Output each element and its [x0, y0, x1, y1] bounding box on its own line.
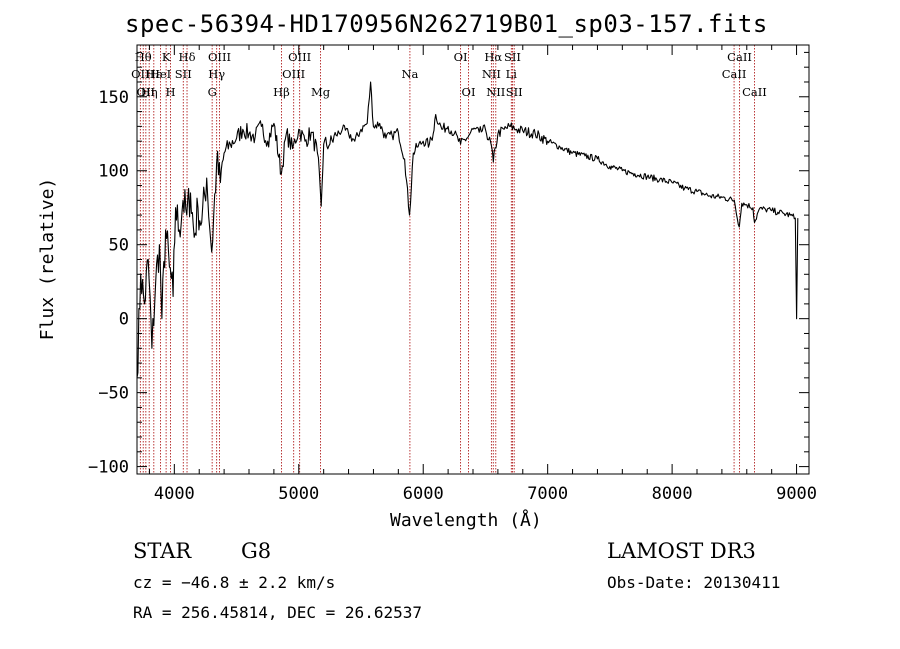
- spectral-line-labels: OIIHθOIIHηHεHeIKHSIIHδGHγOIIIHβOIIIOIIIM…: [131, 50, 767, 99]
- line-label-oii: OII: [137, 85, 156, 99]
- line-label-k: K: [162, 50, 171, 64]
- spectral-line-markers: [139, 45, 755, 474]
- x-tick-label: 6000: [403, 484, 444, 504]
- line-label-oii: OII: [131, 67, 150, 81]
- line-label-nii: NII: [486, 85, 505, 99]
- line-label-hη: Hη: [141, 85, 158, 99]
- line-label-mg: Mg: [311, 85, 331, 99]
- subclass: G8: [241, 539, 272, 563]
- chart-title: spec-56394-HD170956N262719B01_sp03-157.f…: [125, 10, 768, 38]
- line-label-na: Na: [401, 67, 418, 81]
- line-label-hγ: Hγ: [208, 67, 225, 81]
- line-label-caii: CaII: [727, 50, 752, 64]
- line-label-oiii: OIII: [282, 67, 305, 81]
- y-tick-label: 50: [109, 236, 129, 256]
- redshift-velocity: cz = −46.8 ± 2.2 km/s: [133, 573, 336, 592]
- x-axis-ticks: 4000 5000 6000 7000 8000 9000: [148, 45, 817, 504]
- line-label-hδ: Hδ: [179, 50, 196, 64]
- survey-name: LAMOST DR3: [607, 539, 756, 563]
- line-label-hei: HeI: [150, 67, 171, 81]
- line-label-hε: Hε: [146, 67, 162, 81]
- line-label-caii: CaII: [722, 67, 747, 81]
- line-label-h: H: [165, 85, 175, 99]
- line-label-sii: SII: [175, 67, 192, 81]
- coordinates: RA = 256.45814, DEC = 26.62537: [133, 603, 422, 622]
- line-label-caii: CaII: [742, 85, 767, 99]
- line-label-hθ: Hθ: [135, 50, 152, 64]
- y-tick-label: −100: [88, 458, 129, 478]
- line-label-oiii: OIII: [288, 50, 311, 64]
- y-tick-label: 150: [98, 88, 129, 108]
- x-tick-label: 9000: [776, 484, 817, 504]
- line-label-oi: OI: [462, 85, 476, 99]
- x-tick-label: 5000: [278, 484, 319, 504]
- y-tick-label: 100: [98, 162, 129, 182]
- x-tick-label: 8000: [652, 484, 693, 504]
- line-label-oiii: OIII: [208, 50, 231, 64]
- y-tick-label: 0: [119, 310, 129, 330]
- spectrum-series-line: [136, 81, 799, 378]
- line-label-nii: NII: [482, 67, 501, 81]
- line-label-sii: SII: [506, 85, 523, 99]
- x-tick-label: 7000: [527, 484, 568, 504]
- line-label-oi: OI: [454, 50, 468, 64]
- object-class: STAR: [133, 539, 192, 563]
- line-label-sii: SII: [504, 50, 521, 64]
- x-tick-label: 4000: [154, 484, 195, 504]
- observation-date: Obs-Date: 20130411: [607, 573, 781, 592]
- line-label-hβ: Hβ: [273, 85, 290, 99]
- y-tick-label: −50: [98, 384, 129, 404]
- line-label-hα: Hα: [484, 50, 502, 64]
- line-label-g: G: [208, 85, 217, 99]
- line-label-li: Li: [506, 67, 518, 81]
- y-axis-ticks: −100 −50 0 50 100 150: [88, 51, 809, 478]
- y-axis-label: Flux (relative): [37, 178, 58, 341]
- x-axis-label: Wavelength (Å): [390, 510, 542, 531]
- plot-frame: [136, 44, 810, 475]
